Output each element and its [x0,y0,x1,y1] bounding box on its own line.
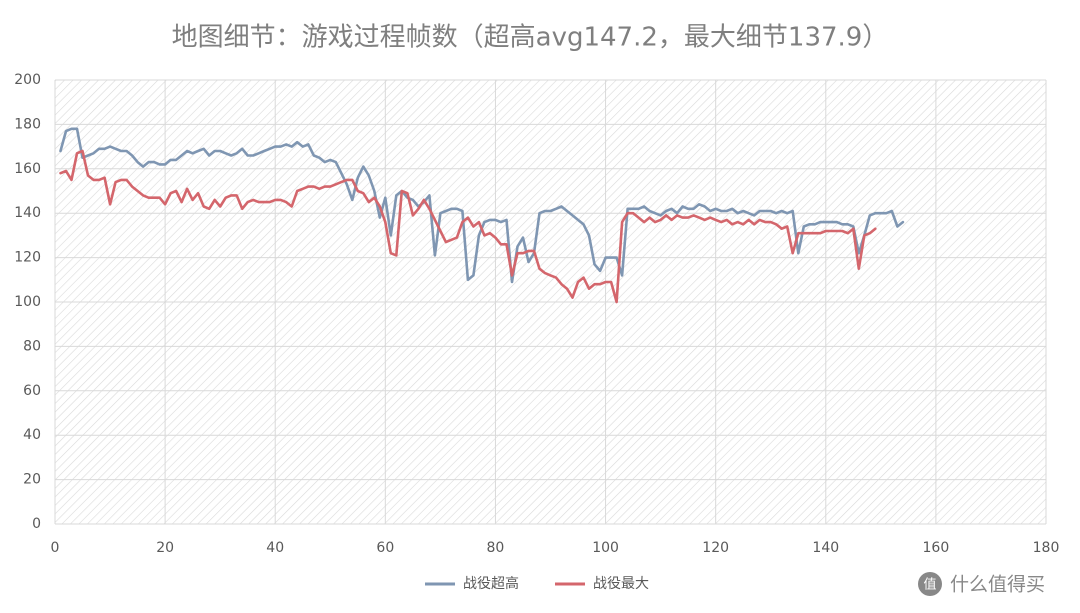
watermark-text: 什么值得买 [950,574,1045,596]
x-tick-label: 140 [812,540,839,556]
x-tick-label: 160 [923,540,950,556]
x-tick-label: 20 [156,540,174,556]
y-tick-label: 180 [14,116,41,132]
series-line [59,149,877,304]
legend-label: 战役超高 [463,575,519,592]
legend-item: 战役超高 [425,575,519,592]
x-tick-label: 180 [1033,540,1060,556]
y-tick-label: 160 [14,161,41,177]
x-tick-label: 100 [592,540,619,556]
watermark-icon: 值 [923,577,936,593]
x-tick-label: 120 [702,540,729,556]
x-tick-label: 60 [376,540,394,556]
watermark: 值 什么值得买 [918,572,1045,596]
x-tick-label: 80 [487,540,505,556]
y-tick-label: 20 [23,472,41,488]
legend-label: 战役最大 [593,576,649,592]
y-tick-label: 60 [23,383,41,399]
y-tick-label: 140 [14,205,41,221]
y-tick-label: 100 [14,294,41,310]
y-tick-label: 120 [14,250,41,266]
x-tick-label: 0 [51,540,60,556]
y-tick-label: 40 [23,427,41,443]
legend-item: 战役最大 [555,576,649,592]
y-tick-label: 200 [14,72,41,88]
x-tick-label: 40 [266,540,284,556]
watermark-icon-bg [918,572,942,596]
y-tick-label: 80 [23,338,41,354]
chart-title: 地图细节：游戏过程帧数（超高avg147.2，最大细节137.9） [172,23,889,53]
y-tick-label: 0 [32,516,41,532]
